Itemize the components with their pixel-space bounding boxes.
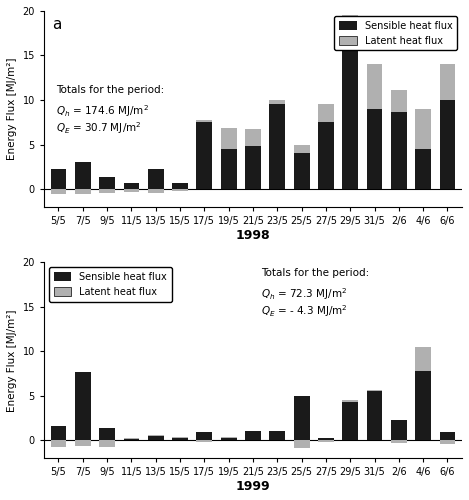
Bar (415, 347, 431, 371)
Bar (221, 149, 236, 189)
Bar (197, 440, 212, 442)
Text: $Q_h$ = 72.3 MJ/m$^2$: $Q_h$ = 72.3 MJ/m$^2$ (261, 286, 348, 302)
X-axis label: 1998: 1998 (235, 228, 270, 241)
Bar (269, 104, 285, 189)
Bar (245, 430, 261, 440)
Bar (148, 436, 164, 440)
Bar (221, 438, 236, 440)
Bar (123, 189, 139, 192)
Bar (342, 400, 358, 402)
Bar (148, 435, 164, 436)
Bar (75, 372, 91, 440)
Bar (318, 440, 334, 442)
Bar (415, 371, 431, 440)
Bar (367, 390, 382, 392)
Y-axis label: Energy Flux [MJ/m²]: Energy Flux [MJ/m²] (7, 58, 17, 160)
Text: Totals for the period:: Totals for the period: (56, 86, 165, 96)
Bar (221, 128, 236, 149)
Bar (415, 109, 431, 149)
X-axis label: 1999: 1999 (235, 480, 270, 493)
Bar (75, 162, 91, 189)
Bar (294, 440, 310, 448)
Legend: Sensible heat flux, Latent heat flux: Sensible heat flux, Latent heat flux (334, 16, 457, 50)
Bar (391, 90, 407, 112)
Bar (342, 33, 358, 189)
Y-axis label: Energy Flux [MJ/m²]: Energy Flux [MJ/m²] (7, 309, 17, 412)
Bar (439, 64, 455, 100)
Bar (99, 440, 115, 446)
Text: a: a (52, 17, 61, 32)
Bar (99, 428, 115, 440)
Bar (221, 437, 236, 438)
Bar (294, 396, 310, 440)
Bar (245, 130, 261, 146)
Bar (172, 189, 188, 191)
Bar (123, 438, 139, 440)
Bar (318, 122, 334, 189)
Bar (51, 426, 67, 440)
Bar (172, 438, 188, 440)
Bar (172, 183, 188, 189)
Bar (51, 189, 67, 194)
Bar (148, 170, 164, 189)
Bar (51, 168, 67, 189)
Bar (342, 402, 358, 440)
Bar (294, 154, 310, 189)
Bar (318, 438, 334, 440)
Bar (99, 178, 115, 189)
Bar (367, 64, 382, 109)
Text: $Q_E$ = 30.7 MJ/m$^2$: $Q_E$ = 30.7 MJ/m$^2$ (56, 120, 142, 136)
Bar (245, 146, 261, 189)
Bar (197, 122, 212, 189)
Bar (415, 149, 431, 189)
Text: $Q_h$ = 174.6 MJ/m$^2$: $Q_h$ = 174.6 MJ/m$^2$ (56, 103, 149, 119)
Bar (391, 112, 407, 189)
Bar (367, 392, 382, 440)
Bar (269, 100, 285, 104)
Text: b: b (52, 268, 62, 283)
Bar (391, 440, 407, 443)
Bar (148, 189, 164, 192)
Bar (269, 430, 285, 440)
Bar (439, 100, 455, 189)
Bar (439, 432, 455, 440)
Bar (318, 104, 334, 122)
Bar (391, 420, 407, 440)
Bar (75, 440, 91, 446)
Bar (75, 189, 91, 194)
Bar (197, 120, 212, 122)
Bar (294, 144, 310, 154)
Bar (51, 440, 67, 446)
Bar (172, 437, 188, 438)
Bar (99, 189, 115, 192)
Bar (123, 183, 139, 189)
Legend: Sensible heat flux, Latent heat flux: Sensible heat flux, Latent heat flux (49, 267, 172, 302)
Bar (197, 432, 212, 440)
Text: Totals for the period:: Totals for the period: (261, 268, 370, 278)
Bar (342, 16, 358, 33)
Bar (367, 109, 382, 189)
Bar (439, 440, 455, 444)
Text: $Q_E$ = - 4.3 MJ/m$^2$: $Q_E$ = - 4.3 MJ/m$^2$ (261, 304, 348, 320)
